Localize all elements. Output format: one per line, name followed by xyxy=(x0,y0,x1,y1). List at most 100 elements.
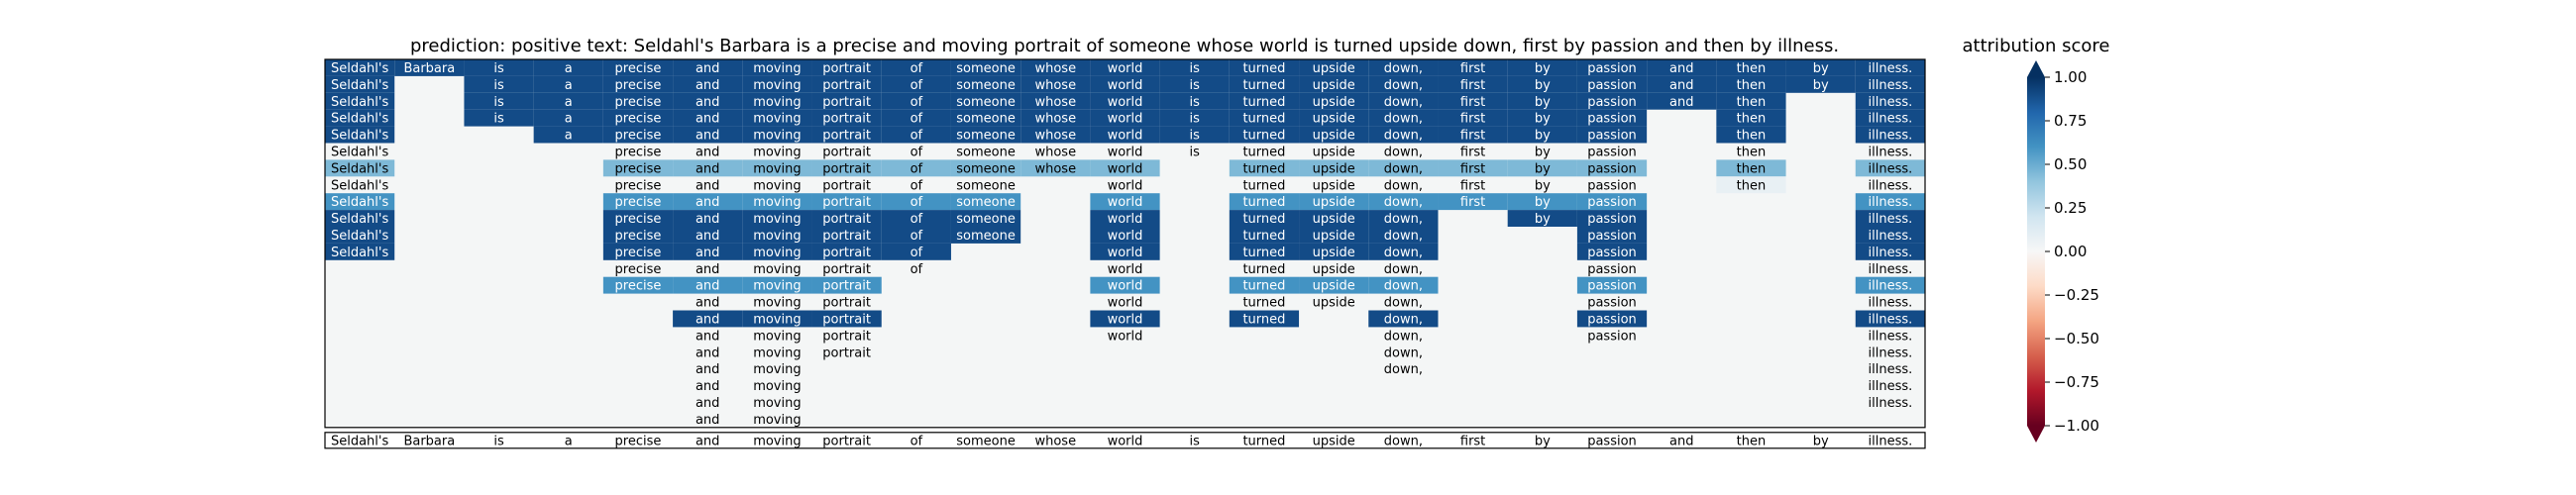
cell-token-label: of xyxy=(911,145,923,159)
heatmap-cell xyxy=(1159,126,1230,144)
cell-token-label: whose xyxy=(1034,112,1076,127)
heatmap-cell xyxy=(673,92,743,110)
cell-token-label: of xyxy=(911,212,923,227)
heatmap-cell xyxy=(602,276,674,294)
cell-token-label: first xyxy=(1460,95,1485,110)
cell-token-label: then xyxy=(1737,78,1767,93)
heatmap-cell xyxy=(811,310,882,328)
heatmap-cell xyxy=(1159,109,1230,127)
cell-token-label: and xyxy=(1669,61,1693,76)
cell-token-label: Barbara xyxy=(403,61,455,76)
cell-token-label: upside xyxy=(1313,262,1355,277)
cell-token-label: and xyxy=(1669,95,1693,110)
heatmap-cell xyxy=(1438,75,1508,93)
cell-token-label: someone xyxy=(956,195,1016,210)
cell-token-label: is xyxy=(493,61,504,76)
cell-token-label: someone xyxy=(956,78,1016,93)
heatmap-cell xyxy=(1855,109,1925,127)
cell-token-label: portrait xyxy=(822,61,871,76)
heatmap-cell xyxy=(1785,59,1856,76)
heatmap-cell xyxy=(1855,227,1925,244)
heatmap-cell xyxy=(394,59,465,76)
cell-token-label: and xyxy=(696,129,719,144)
cell-token-label: portrait xyxy=(822,262,871,277)
cell-token-label: passion xyxy=(1587,212,1637,227)
cell-token-label: illness. xyxy=(1869,362,1913,377)
baseline-token-label: world xyxy=(1108,434,1143,448)
cell-token-label: someone xyxy=(956,61,1016,76)
cell-token-label: upside xyxy=(1313,145,1355,159)
cell-token-label: passion xyxy=(1587,129,1637,144)
cell-token-label: and xyxy=(696,246,719,260)
cell-token-label: moving xyxy=(753,362,801,377)
heatmap-cell xyxy=(881,210,951,227)
baseline-token-row: Seldahl's Barbara is a precise and moving portr… xyxy=(324,432,1926,449)
heatmap-cell xyxy=(1090,210,1160,227)
cell-token-label: moving xyxy=(753,346,801,360)
cell-token-label: moving xyxy=(753,212,801,227)
heatmap-cell xyxy=(811,92,882,110)
cell-token-label: is xyxy=(493,112,504,127)
cell-token-label: of xyxy=(911,195,923,210)
heatmap-cell xyxy=(881,92,951,110)
cell-token-label: then xyxy=(1737,61,1767,76)
cell-token-label: illness. xyxy=(1869,145,1913,159)
cell-token-label: moving xyxy=(753,329,801,344)
cell-token-label: illness. xyxy=(1869,279,1913,294)
heatmap-cell xyxy=(1716,176,1786,194)
cell-token-label: and xyxy=(696,312,719,327)
heatmap-cell xyxy=(1229,193,1300,211)
cell-token-label: and xyxy=(696,329,719,344)
cell-token-label: turned xyxy=(1242,161,1285,176)
cell-token-label: is xyxy=(1190,112,1201,127)
heatmap-cell xyxy=(1020,59,1091,76)
cell-token-label: moving xyxy=(753,396,801,411)
cell-token-label: then xyxy=(1737,178,1767,193)
cell-token-label: world xyxy=(1108,212,1143,227)
heatmap-cell xyxy=(1855,59,1925,76)
cell-token-label: first xyxy=(1460,195,1485,210)
heatmap-cell xyxy=(1507,159,1577,177)
cell-token-label: Seldahl's xyxy=(331,195,389,210)
cell-token-label: upside xyxy=(1313,229,1355,244)
heatmap-cell xyxy=(325,126,395,144)
heatmap-cell xyxy=(325,59,395,76)
heatmap-cell xyxy=(1229,276,1300,294)
heatmap-cell xyxy=(1855,243,1925,260)
baseline-token-label: by xyxy=(1813,434,1829,448)
cell-token-label: and xyxy=(696,195,719,210)
cell-token-label: upside xyxy=(1313,212,1355,227)
heatmap-cell xyxy=(1507,75,1577,93)
colorbar-tick-label: 0.75 xyxy=(2054,112,2087,130)
cell-token-label: of xyxy=(911,95,923,110)
heatmap-cell xyxy=(1299,159,1369,177)
heatmap-cell xyxy=(881,75,951,93)
heatmap-cell xyxy=(950,75,1021,93)
heatmap-cell xyxy=(1299,92,1369,110)
baseline-token-label: of xyxy=(911,434,923,448)
cell-token-label: illness. xyxy=(1869,246,1913,260)
cell-token-label: turned xyxy=(1242,312,1285,327)
cell-token-label: down, xyxy=(1384,329,1423,344)
heatmap-cell xyxy=(1438,109,1508,127)
cell-token-label: moving xyxy=(753,129,801,144)
cell-token-label: upside xyxy=(1313,61,1355,76)
cell-token-label: passion xyxy=(1587,296,1637,311)
cell-token-label: portrait xyxy=(822,229,871,244)
heatmap-cell xyxy=(1090,276,1160,294)
cell-token-label: upside xyxy=(1313,296,1355,311)
heatmap-cell xyxy=(1229,126,1300,144)
heatmap-cell xyxy=(1647,75,1717,93)
cell-token-label: moving xyxy=(753,178,801,193)
cell-token-label: illness. xyxy=(1869,61,1913,76)
cell-token-label: by xyxy=(1535,212,1551,227)
cell-token-label: passion xyxy=(1587,112,1637,127)
cell-token-label: upside xyxy=(1313,161,1355,176)
cell-token-label: turned xyxy=(1242,112,1285,127)
heatmap-cell xyxy=(1368,126,1439,144)
heatmap-cell xyxy=(464,109,534,127)
colorbar-tick-label: 0.25 xyxy=(2054,199,2087,217)
cell-token-label: someone xyxy=(956,95,1016,110)
cell-token-label: precise xyxy=(615,279,662,294)
heatmap-cell xyxy=(673,75,743,93)
